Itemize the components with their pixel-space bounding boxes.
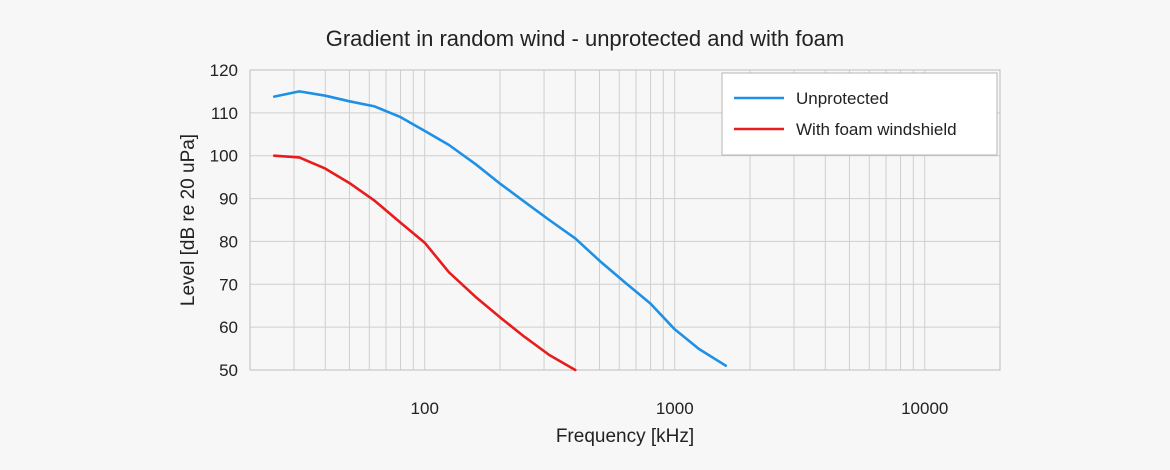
- y-tick-label: 50: [219, 361, 238, 380]
- y-axis-title: Level [dB re 20 uPa]: [178, 134, 199, 306]
- y-tick-label: 110: [211, 104, 238, 123]
- y-tick-label: 90: [219, 190, 238, 209]
- series-line-unprotected: [272, 90, 728, 368]
- legend-label-foam-windshield: With foam windshield: [796, 120, 957, 139]
- x-axis-title: Frequency [kHz]: [556, 426, 694, 447]
- y-tick-label: 60: [219, 318, 238, 337]
- series-line-foam-windshield: [272, 154, 577, 372]
- plot-area-frame: [249, 69, 1001, 371]
- y-tick-label: 120: [210, 61, 238, 80]
- x-tick-label: 10000: [901, 399, 948, 418]
- x-tick-label: 1000: [656, 399, 694, 418]
- legend-box: [721, 72, 998, 156]
- y-tick-label: 100: [210, 147, 238, 166]
- axis-ticks: 50 60 70 80 90 100 110 120 100 1000 10000: [210, 61, 949, 418]
- grid-lines: [250, 69, 1000, 371]
- chart-title: Gradient in random wind - unprotected an…: [326, 26, 845, 51]
- x-tick-label: 100: [411, 399, 439, 418]
- legend-label-unprotected: Unprotected: [796, 89, 889, 108]
- y-tick-label: 70: [219, 275, 238, 294]
- y-tick-label: 80: [219, 232, 238, 251]
- series-lines: [272, 90, 728, 372]
- legend: Unprotected With foam windshield: [721, 72, 998, 156]
